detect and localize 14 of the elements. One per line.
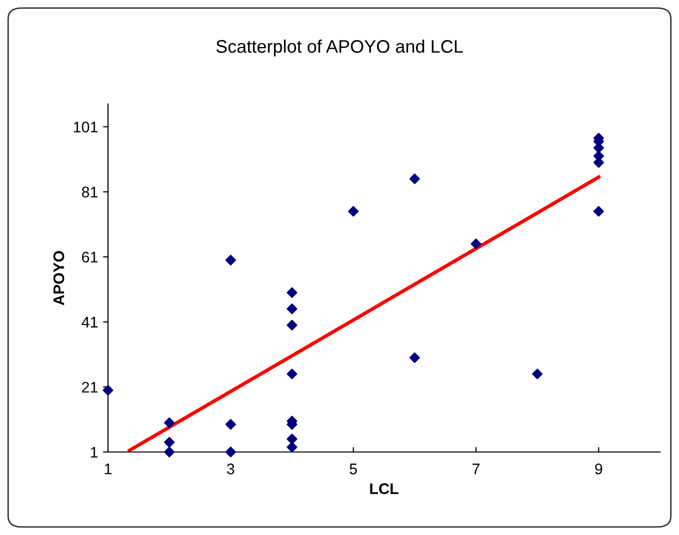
y-tick-label: 21 xyxy=(82,382,98,392)
y-tick-label: 1 xyxy=(90,447,98,458)
x-tick-label: 1 xyxy=(104,464,112,474)
chart-title: Scatterplot of APOYO and LCL xyxy=(216,40,463,56)
x-tick-label: 5 xyxy=(350,464,357,474)
x-tick-label: 7 xyxy=(472,464,480,474)
y-tick-label: 61 xyxy=(82,252,98,263)
y-axis-title: APOYO xyxy=(53,251,64,306)
x-tick-label: 3 xyxy=(227,464,234,474)
y-tick-label: 81 xyxy=(82,186,98,198)
y-tick-label: 101 xyxy=(74,122,98,132)
x-tick-label: 9 xyxy=(595,464,602,474)
x-axis-title: LCL xyxy=(370,483,398,494)
y-tick-label: 41 xyxy=(82,316,98,328)
